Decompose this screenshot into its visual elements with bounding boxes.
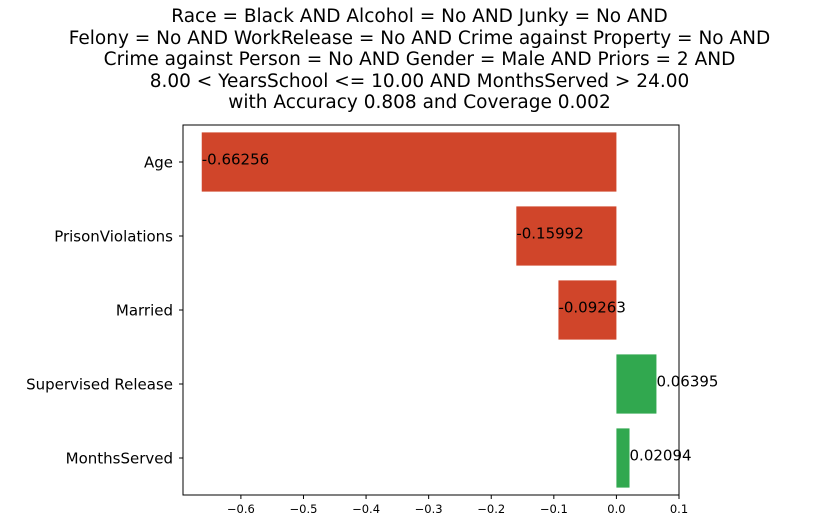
title-line-1: Race = Black AND Alcohol = No AND Junky … [171, 6, 668, 27]
x-tick-label-3: −0.3 [415, 502, 443, 516]
x-tick-label-0: −0.6 [227, 502, 255, 516]
data-label-3: 0.06395 [656, 373, 718, 391]
x-tick-label-5: −0.1 [540, 502, 568, 516]
bar-4 [616, 428, 630, 488]
x-tick-label-2: −0.4 [352, 502, 380, 516]
title-line-3: Crime against Person = No AND Gender = M… [103, 49, 736, 70]
category-label-1: PrisonViolations [54, 228, 173, 246]
category-label-0: Age [144, 154, 173, 172]
title-line-4: 8.00 < YearsSchool <= 10.00 AND MonthsSe… [149, 70, 690, 92]
title-line-2: Felony = No AND WorkRelease = No AND Cri… [68, 27, 771, 49]
chart-title: Race = Black AND Alcohol = No AND Junky … [0, 6, 839, 114]
plot-frame [182, 124, 680, 496]
category-label-4: MonthsServed [66, 450, 173, 468]
x-tick-label-4: −0.2 [477, 502, 505, 516]
title-line-5: with Accuracy 0.808 and Coverage 0.002 [228, 92, 611, 113]
data-label-0: -0.66256 [202, 151, 269, 169]
category-label-3: Supervised Release [26, 376, 173, 394]
bar-0 [201, 132, 617, 192]
bar-1 [516, 206, 617, 266]
data-label-1: -0.15992 [516, 225, 583, 243]
bar-3 [616, 354, 657, 414]
data-label-2: -0.09263 [558, 299, 625, 317]
x-tick-label-1: −0.5 [290, 502, 318, 516]
x-tick-label-6: 0.0 [607, 502, 625, 516]
data-label-4: 0.02094 [630, 447, 692, 465]
category-label-2: Married [116, 302, 173, 320]
bar-2 [558, 280, 617, 340]
x-tick-label-7: 0.1 [670, 502, 688, 516]
